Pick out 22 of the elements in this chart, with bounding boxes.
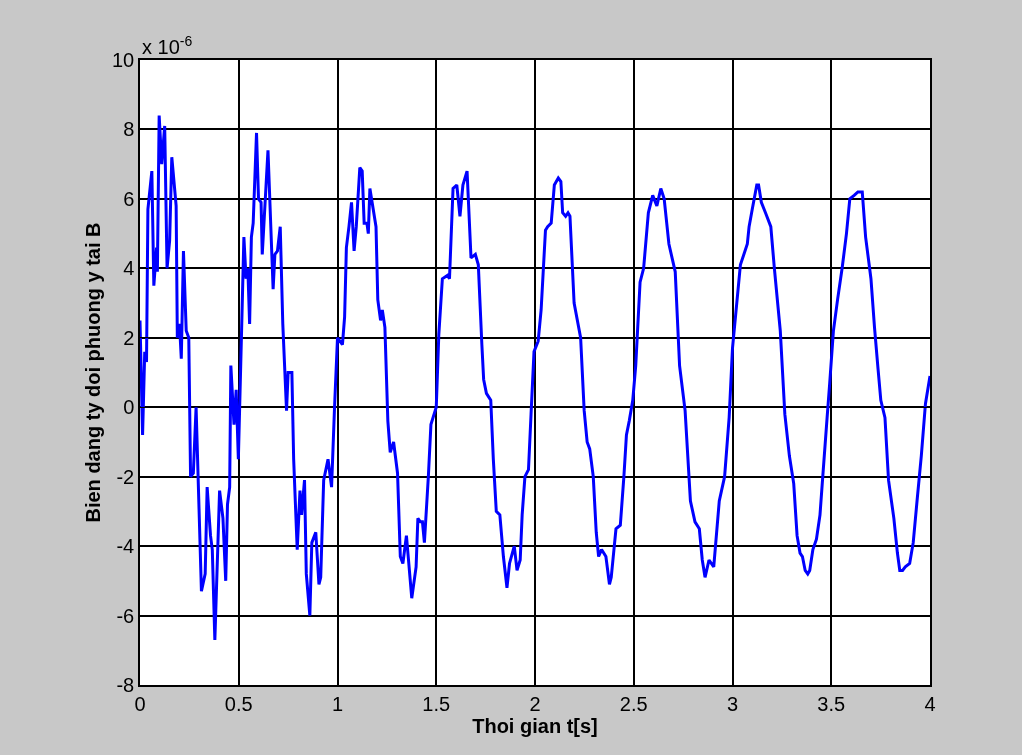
x-tick-label: 4 xyxy=(924,692,936,715)
y-axis-title: Bien dang ty doi phuong y tai B xyxy=(82,222,104,523)
y-tick-label: -8 xyxy=(116,674,135,696)
text: x 10$^{-6}$ xyxy=(142,33,193,59)
x-axis-title: Thoi gian t[s] xyxy=(472,714,598,737)
y-tick-label: -4 xyxy=(116,535,135,558)
x-tick-label: 0.5 xyxy=(224,692,253,715)
y-tick-label: 2 xyxy=(123,326,135,349)
y-tick-label: 8 xyxy=(123,118,135,141)
y-tick-label: 6 xyxy=(123,187,135,210)
line-series xyxy=(140,114,930,642)
x-tick-label: 3.5 xyxy=(817,692,846,715)
y-tick-label: 0 xyxy=(123,396,135,419)
x-tick-label: 2 xyxy=(529,692,541,715)
x-tick-label: 1 xyxy=(331,692,344,715)
x-tick-label: 1.5 xyxy=(422,692,451,715)
x-tick-label: 3 xyxy=(726,692,739,715)
y-tick-label: 4 xyxy=(123,257,135,280)
y-tick-label: 10 xyxy=(112,49,135,71)
y-tick-label: -2 xyxy=(116,465,135,488)
y-tick-label: -6 xyxy=(116,604,135,627)
x-tick-label: 2.5 xyxy=(619,692,648,715)
